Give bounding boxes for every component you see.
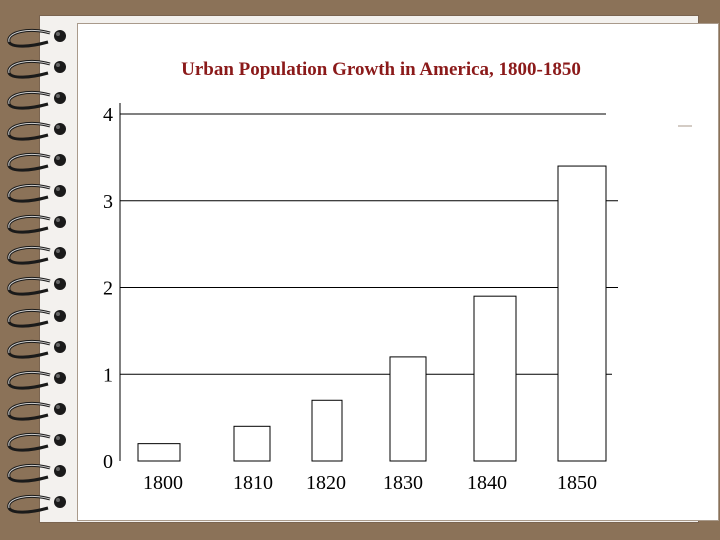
bar-1850 xyxy=(557,165,607,462)
binder-ring-7 xyxy=(7,214,66,234)
y-tick-label-0: 0 xyxy=(103,451,113,473)
x-tick-label-1840: 1840 xyxy=(467,472,507,494)
binder-ring-9 xyxy=(7,276,66,296)
y-axis xyxy=(119,103,692,461)
binder-ring-10 xyxy=(7,308,66,328)
binder-ring-11 xyxy=(7,339,66,359)
x-tick-label-1850: 1850 xyxy=(557,472,597,494)
binder-ring-12 xyxy=(7,370,66,390)
bars xyxy=(137,165,607,462)
bar-1830 xyxy=(389,356,427,462)
gridlines xyxy=(120,113,618,375)
binder-ring-3 xyxy=(7,90,66,110)
binder-ring-5 xyxy=(7,152,66,172)
binder-ring-13 xyxy=(7,401,66,421)
y-tick-label-2: 2 xyxy=(103,278,113,300)
x-tick-label-1830: 1830 xyxy=(383,472,423,494)
y-tick-label-3: 3 xyxy=(103,191,113,213)
y-tick-labels: 0 1 2 3 4 xyxy=(103,104,113,473)
bar-1810 xyxy=(233,425,271,462)
x-tick-labels: 1800 1810 1820 1830 1840 1850 xyxy=(143,472,597,494)
binder-ring-16 xyxy=(7,494,66,514)
binder-ring-4 xyxy=(7,121,66,141)
y-tick-label-4: 4 xyxy=(103,104,113,126)
binder-ring-6 xyxy=(7,183,66,203)
x-tick-label-1800: 1800 xyxy=(143,472,183,494)
x-tick-label-1820: 1820 xyxy=(306,472,346,494)
bar-1800 xyxy=(137,443,181,462)
binder-ring-15 xyxy=(7,463,66,483)
binder-ring-2 xyxy=(7,59,66,79)
chart-title: Urban Population Growth in America, 1800… xyxy=(181,59,581,80)
binder-ring-14 xyxy=(7,432,66,452)
y-tick-label-1: 1 xyxy=(103,364,113,386)
binder-ring-8 xyxy=(7,245,66,265)
x-tick-label-1810: 1810 xyxy=(233,472,273,494)
bar-1840 xyxy=(473,295,517,462)
bar-1820 xyxy=(311,399,343,462)
binder-ring-1 xyxy=(7,28,66,48)
